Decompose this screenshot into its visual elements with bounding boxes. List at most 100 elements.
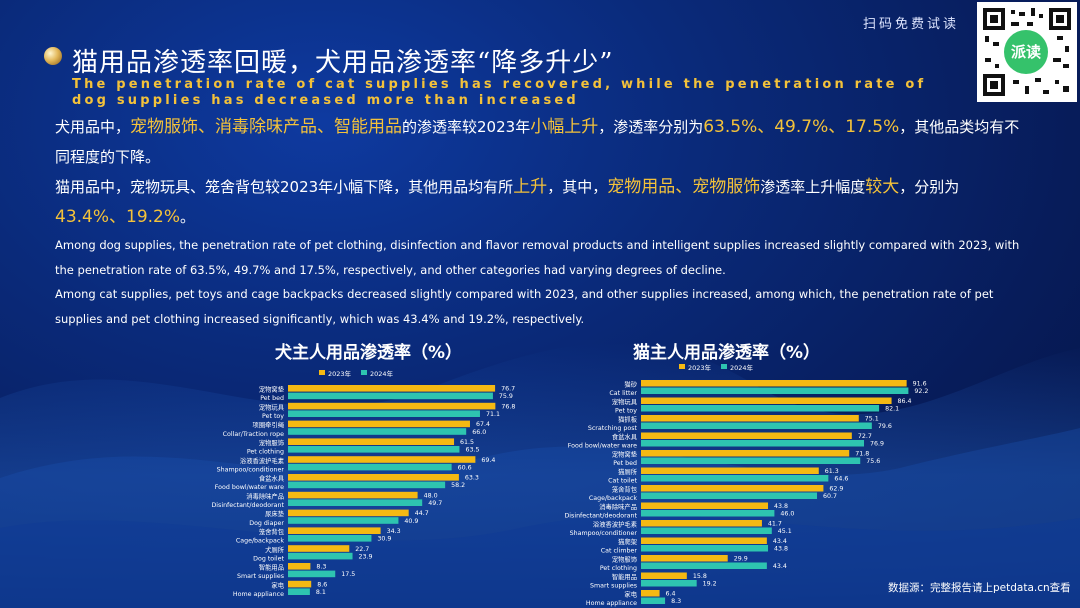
data-label: 92.2 <box>914 388 928 395</box>
category-label-en: Dog diaper <box>249 520 284 527</box>
dog-summary-text: 犬用品中， <box>55 118 131 136</box>
bar-2024 <box>288 463 452 471</box>
data-label: 61.5 <box>460 439 474 446</box>
bar-2023 <box>288 438 455 445</box>
data-label: 60.6 <box>458 464 472 471</box>
category-label-cn: 消毒除味产品 <box>246 491 284 500</box>
title-bullet-icon <box>44 47 62 65</box>
bar-2023 <box>641 537 767 544</box>
bar-2024 <box>288 588 310 595</box>
data-label: 66.0 <box>472 429 486 436</box>
category-label-cn: 浴液香波护毛素 <box>593 520 637 529</box>
dog-summary-highlight: 63.5%、49.7%、17.5% <box>703 117 900 137</box>
category-label-cn: 宠物服饰 <box>259 438 284 447</box>
cat-summary-highlight: 宠物用品、宠物服饰 <box>607 177 761 197</box>
source-note: 数据源：完整报告请上petdata.cn查看 <box>888 582 1071 594</box>
category-label-cn: 宠物窝垫 <box>612 450 638 459</box>
category-label-en: Pet bed <box>613 460 637 467</box>
scan-label: 扫码免费试读 <box>863 17 960 32</box>
category-label-en: Cat climber <box>601 548 638 555</box>
bar-2023 <box>641 380 907 387</box>
bar-2023 <box>288 563 311 570</box>
data-label: 43.4 <box>773 563 787 570</box>
category-label-cn: 食盆水具 <box>259 474 285 483</box>
category-label-cn: 消毒除味产品 <box>599 502 637 511</box>
data-label: 41.7 <box>768 521 782 528</box>
bar-2023 <box>641 415 859 422</box>
data-label: 76.9 <box>870 441 884 448</box>
data-label: 71.1 <box>486 411 500 418</box>
category-label-cn: 猫砂 <box>624 380 637 389</box>
data-label: 71.8 <box>855 451 869 458</box>
bar-2023 <box>641 467 819 474</box>
category-label-en: Disinfectant/deodorant <box>211 502 284 509</box>
cat-summary-text: 渗透率上升幅度 <box>760 178 866 196</box>
cat-summary-text: 。 <box>180 208 196 226</box>
cat-summary-en: Among cat supplies, pet toys and cage ba… <box>55 287 994 326</box>
category-label-cn: 猫厕所 <box>618 467 638 476</box>
category-label-cn: 宠物玩具 <box>612 397 638 406</box>
bar-2023 <box>288 580 312 588</box>
bar-2024 <box>641 597 666 604</box>
bar-2024 <box>641 422 872 429</box>
category-label-cn: 笼舍背包 <box>612 485 638 494</box>
category-label-en: Pet clothing <box>247 449 284 456</box>
data-label: 62.9 <box>829 486 843 493</box>
bar-2024 <box>641 580 697 587</box>
category-label-en: Pet bed <box>260 395 284 402</box>
category-label-en: Pet toy <box>615 408 637 415</box>
cat-summary-text: ，分别为 <box>899 178 960 196</box>
data-label: 43.8 <box>774 546 788 553</box>
cat-summary-highlight: 上升 <box>513 177 548 197</box>
category-label-en: Food bowl/water ware <box>215 484 284 491</box>
data-label: 48.0 <box>424 492 438 499</box>
category-label-en: Pet toy <box>262 413 284 420</box>
bar-2024 <box>288 570 336 578</box>
category-label-cn: 猫爬架 <box>618 537 638 546</box>
data-label: 63.5 <box>465 447 479 454</box>
dog-summary-text: ，其他品类均有不同程度的下降。 <box>55 118 1020 166</box>
category-label-cn: 智能用品 <box>612 572 637 581</box>
data-label: 76.8 <box>501 403 515 410</box>
data-label: 67.4 <box>476 421 490 428</box>
data-label: 75.1 <box>865 416 879 423</box>
data-label: 64.6 <box>834 476 848 483</box>
category-label-en: Cage/backpack <box>236 538 285 545</box>
bar-2023 <box>641 485 824 492</box>
bar-2024 <box>288 499 423 506</box>
bar-2023 <box>641 450 850 457</box>
data-label: 6.4 <box>666 591 676 598</box>
category-label-en: Disinfectant/deodorant <box>564 513 637 520</box>
category-label-en: Scratching post <box>588 425 638 432</box>
data-label: 46.0 <box>780 511 794 518</box>
cat-summary-highlight: 较大 <box>865 177 900 197</box>
bar-2023 <box>288 545 350 552</box>
data-label: 75.9 <box>499 393 513 400</box>
bar-2024 <box>288 392 493 400</box>
data-label: 60.7 <box>823 493 837 500</box>
legend-swatch-2024 <box>721 364 727 369</box>
bar-2024 <box>641 562 767 569</box>
qr-logo: 派读 <box>1004 30 1048 74</box>
legend-label-2024: 2024年 <box>730 363 754 372</box>
category-label-cn: 宠物窝垫 <box>259 385 285 394</box>
page-title: 猫用品渗透率回暖，犬用品渗透率“降多升少” <box>72 48 614 78</box>
category-label-en: Pet clothing <box>600 565 637 572</box>
category-label-cn: 家电 <box>624 590 637 599</box>
data-label: 72.7 <box>858 433 872 440</box>
bar-2023 <box>288 491 418 499</box>
data-label: 30.9 <box>377 536 391 543</box>
category-label-cn: 宠物玩具 <box>259 402 285 411</box>
data-label: 58.2 <box>451 482 465 489</box>
bar-2023 <box>641 590 660 597</box>
bar-2024 <box>641 545 769 552</box>
category-label-en: Shampoo/conditioner <box>217 466 285 473</box>
bar-2023 <box>641 572 687 579</box>
category-label-cn: 家电 <box>271 580 284 589</box>
bar-2023 <box>641 397 892 404</box>
qr-code[interactable]: 派读 <box>977 2 1077 102</box>
bar-2024 <box>288 446 460 453</box>
bar-2024 <box>288 410 480 417</box>
category-label-en: Food bowl/water ware <box>568 443 637 450</box>
